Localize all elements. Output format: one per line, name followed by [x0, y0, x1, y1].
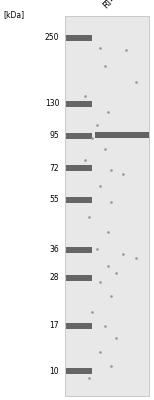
Bar — [66, 197, 92, 203]
Bar — [66, 247, 92, 253]
Bar — [66, 35, 92, 41]
Bar — [65, 16, 149, 396]
Text: RT-4: RT-4 — [101, 0, 120, 10]
Bar — [66, 101, 92, 107]
Bar — [66, 133, 92, 139]
Bar — [95, 132, 149, 138]
Text: 28: 28 — [50, 274, 59, 282]
Text: [kDa]: [kDa] — [3, 10, 24, 19]
Text: 72: 72 — [50, 164, 59, 172]
Bar — [66, 165, 92, 171]
Bar — [66, 368, 92, 374]
Text: 10: 10 — [50, 367, 59, 376]
Text: 36: 36 — [50, 246, 59, 254]
Text: 17: 17 — [50, 322, 59, 330]
Bar — [66, 275, 92, 281]
Text: 95: 95 — [50, 132, 59, 140]
Text: 250: 250 — [45, 34, 59, 42]
Bar — [66, 323, 92, 329]
Text: 130: 130 — [45, 100, 59, 108]
Text: 55: 55 — [50, 196, 59, 204]
